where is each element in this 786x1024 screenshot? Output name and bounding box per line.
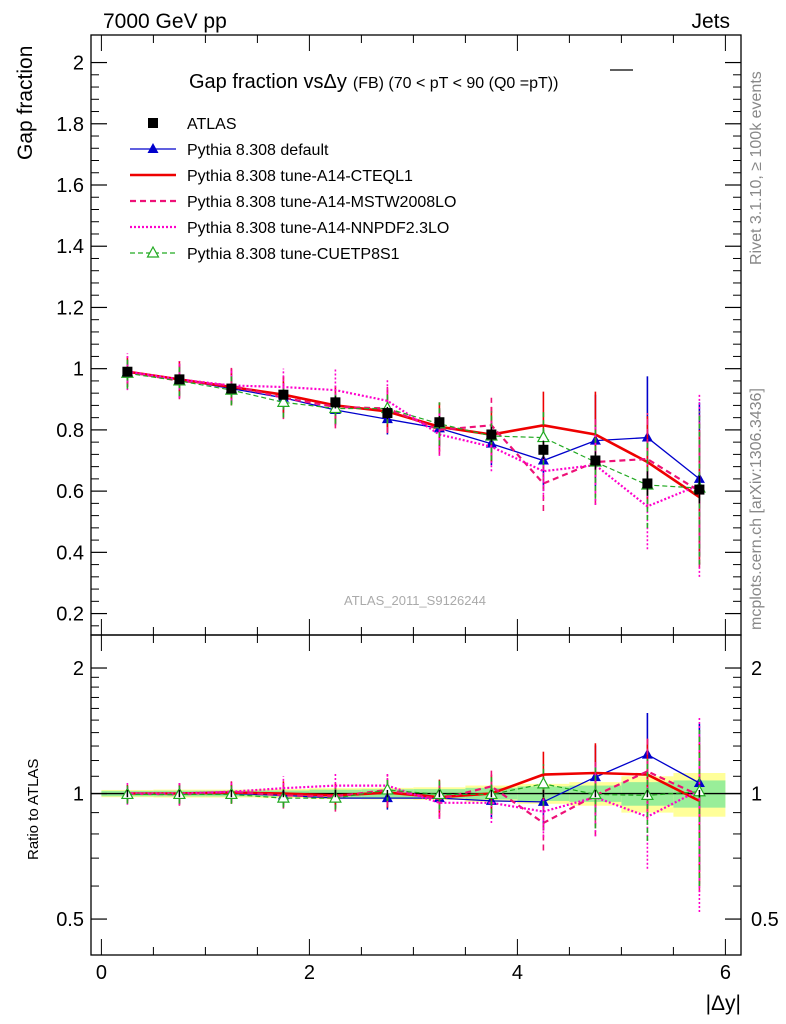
main-point-cuetp8s1 bbox=[536, 430, 550, 443]
main-point-data bbox=[486, 429, 497, 440]
main-series-mstw bbox=[126, 356, 701, 568]
legend-marker-data bbox=[148, 118, 158, 128]
ratio-ytick-label-right: 1 bbox=[751, 784, 762, 806]
plot-title-main: Gap fraction vsΔy bbox=[189, 71, 347, 93]
main-series-cuetp8s1 bbox=[120, 357, 706, 565]
legend-marker-default bbox=[147, 143, 159, 153]
main-point-cuetp8s1 bbox=[276, 395, 290, 407]
main-y-axis-title: Gap fraction bbox=[14, 46, 37, 160]
main-point-data bbox=[174, 374, 185, 385]
main-ytick-label: 2 bbox=[73, 53, 84, 75]
legend-label-nnpdf: Pythia 8.308 tune-A14-NNPDF2.3LO bbox=[187, 220, 449, 237]
rivet-version-label: Rivet 3.1.10, ≥ 100k events bbox=[748, 71, 765, 265]
main-ytick-label: 1 bbox=[73, 359, 84, 381]
main-point-data bbox=[694, 484, 705, 495]
analysis-id-label: ATLAS_2011_S9126244 bbox=[344, 593, 486, 608]
main-ytick-label: 1.4 bbox=[56, 236, 84, 258]
main-ytick-label: 1.6 bbox=[56, 175, 84, 197]
mcplots-label: mcplots.cern.ch [arXiv:1306.3436] bbox=[748, 388, 765, 630]
main-ytick-label: 0.2 bbox=[56, 604, 84, 626]
ratio-series-cuetp8s1 bbox=[120, 730, 706, 887]
main-point-data bbox=[642, 478, 653, 489]
main-line-cuetp8s1 bbox=[127, 372, 700, 489]
main-ytick-label: 1.2 bbox=[56, 297, 84, 319]
main-series-data bbox=[122, 366, 705, 504]
x-axis-title: |Δy| bbox=[706, 992, 741, 1015]
legend-label-cteql1: Pythia 8.308 tune-A14-CTEQL1 bbox=[187, 168, 413, 185]
main-point-data bbox=[330, 397, 341, 408]
xtick-label: 4 bbox=[512, 962, 523, 984]
legend: ATLAS Pythia 8.308 default Pythia 8.308 … bbox=[130, 116, 456, 263]
main-line-mstw bbox=[127, 370, 700, 493]
main-point-data bbox=[226, 383, 237, 394]
ratio-series-mstw bbox=[126, 732, 701, 893]
xtick-label: 2 bbox=[304, 962, 315, 984]
main-line-nnpdf bbox=[127, 370, 700, 508]
legend-marker-cuetp8s1 bbox=[146, 245, 160, 258]
ratio-line-mstw bbox=[127, 770, 700, 825]
ratio-point-cuetp8s1 bbox=[536, 776, 550, 789]
main-series-nnpdf bbox=[126, 353, 701, 577]
main-ytick-label: 0.6 bbox=[56, 481, 84, 503]
main-point-data bbox=[382, 408, 393, 419]
main-series-default bbox=[121, 359, 705, 556]
process-label: Jets bbox=[691, 10, 730, 33]
main-point-data bbox=[122, 366, 133, 377]
plot-title: Gap fraction vsΔy (FB) (70 < pT < 90 (Q0 … bbox=[189, 71, 558, 93]
ratio-ytick-label-right: 2 bbox=[751, 658, 762, 680]
main-ytick-label: 1.8 bbox=[56, 114, 84, 136]
main-ytick-label: 0.8 bbox=[56, 420, 84, 442]
main-ytick-label: 0.4 bbox=[56, 542, 84, 564]
plot-title-cut: (FB) (70 < pT < 90 (Q0 =pT)) bbox=[353, 75, 559, 92]
legend-label-cuetp8s1: Pythia 8.308 tune-CUETP8S1 bbox=[187, 246, 400, 263]
xtick-label: 6 bbox=[720, 962, 731, 984]
main-point-data bbox=[590, 455, 601, 466]
energy-label: 7000 GeV pp bbox=[103, 10, 227, 33]
main-point-data bbox=[434, 417, 445, 428]
ratio-ytick-label: 2 bbox=[73, 658, 84, 680]
main-point-data bbox=[538, 444, 549, 455]
main-point-data bbox=[278, 389, 289, 400]
ratio-series-nnpdf bbox=[126, 717, 701, 912]
main-line-default bbox=[127, 371, 700, 480]
ratio-series-cteql1 bbox=[126, 739, 701, 887]
legend-label-atlas: ATLAS bbox=[187, 116, 237, 133]
xtick-label: 0 bbox=[96, 962, 107, 984]
ratio-y-axis-title: Ratio to ATLAS bbox=[25, 759, 42, 860]
ratio-ytick-label-right: 0.5 bbox=[751, 909, 779, 931]
ratio-ytick-label: 1 bbox=[73, 784, 84, 806]
ratio-plot-frame bbox=[90, 634, 742, 956]
ratio-ytick-label: 0.5 bbox=[56, 909, 84, 931]
legend-label-default: Pythia 8.308 default bbox=[187, 142, 329, 159]
legend-label-mstw: Pythia 8.308 tune-A14-MSTW2008LO bbox=[187, 194, 456, 211]
